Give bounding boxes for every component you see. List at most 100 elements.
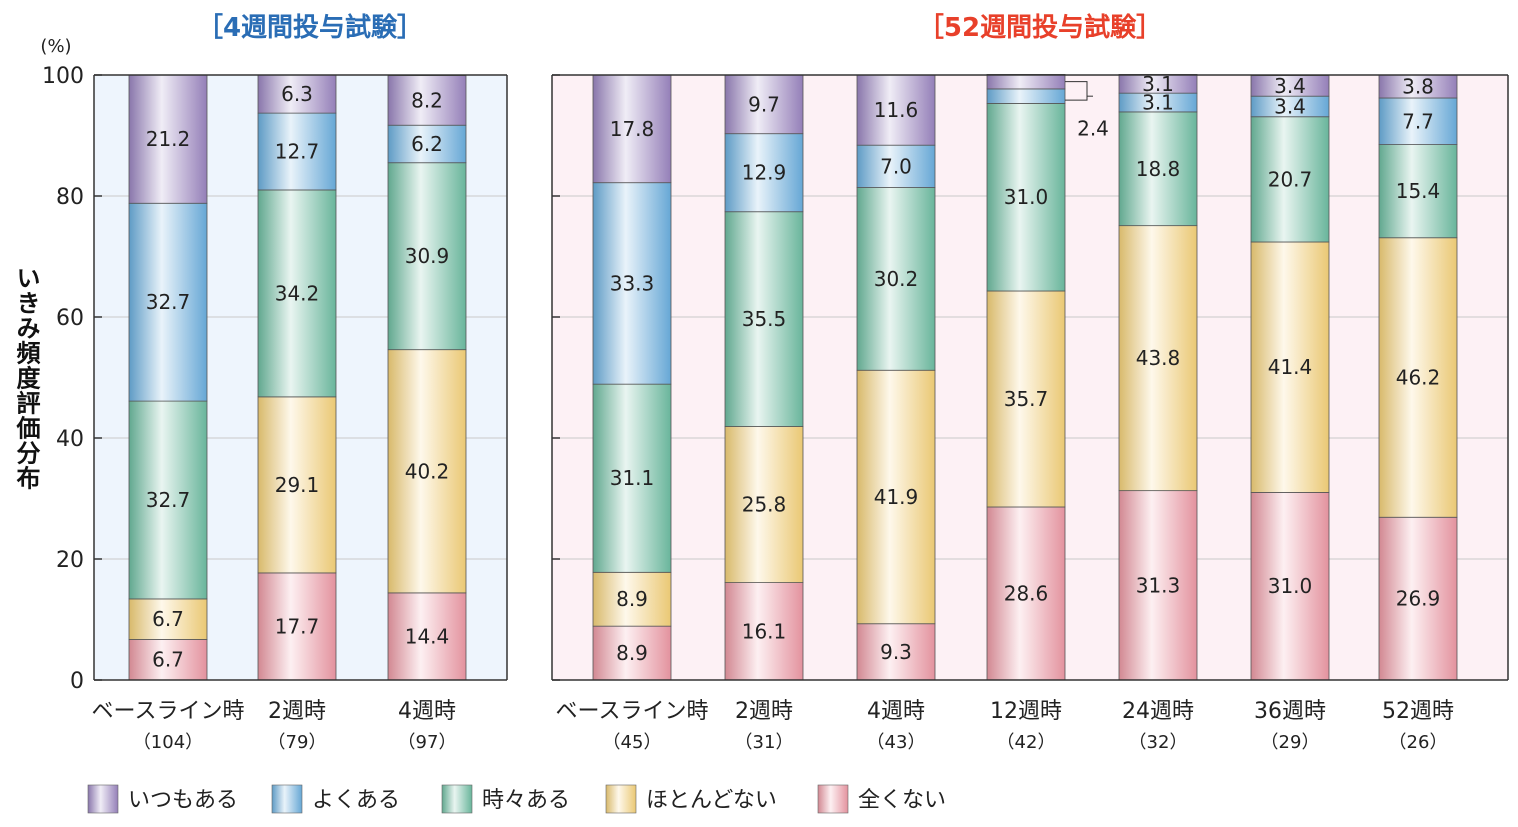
- bar-segment: [128, 598, 208, 640]
- data-label: 9.7: [748, 92, 780, 116]
- data-label: 31.0: [1268, 574, 1313, 598]
- bar-segment: [1378, 237, 1458, 518]
- data-label: 30.2: [874, 267, 919, 291]
- data-label: 12.7: [275, 140, 320, 164]
- legend-label: 時々ある: [482, 788, 570, 813]
- bar-segment: [856, 187, 936, 371]
- data-label: 6.7: [152, 648, 184, 672]
- legend-swatch: [441, 784, 473, 814]
- data-label: 41.4: [1268, 355, 1313, 379]
- category-label: 4週時: [398, 699, 456, 724]
- data-label: 17.8: [610, 117, 655, 141]
- data-label: 3.8: [1402, 74, 1434, 98]
- panel-52wk: 8.9 8.9 31.1 33.3 17.8 ベースライン時 （45） 16.1 25.8 35.…: [551, 72, 1509, 753]
- y-tick-label: 80: [56, 185, 84, 210]
- category-label: 2週時: [268, 699, 326, 724]
- data-label: 35.7: [1004, 387, 1049, 411]
- data-label: 28.6: [1004, 581, 1049, 605]
- category-label: 24週時: [1122, 699, 1194, 724]
- data-label: 8.9: [616, 587, 648, 611]
- data-label: 43.8: [1136, 346, 1181, 370]
- bar-segment: [257, 189, 337, 398]
- data-label: 31.0: [1004, 185, 1049, 209]
- callout-label: 2.4: [1077, 116, 1109, 140]
- data-label: 7.7: [1402, 109, 1434, 133]
- legend-swatch: [87, 784, 119, 814]
- chart-title-52wk: ［52週間投与試験］: [918, 12, 1162, 43]
- bar-segment: [387, 349, 467, 594]
- sample-size-label: （29）: [1261, 732, 1320, 753]
- data-label: 32.7: [146, 290, 191, 314]
- data-label: 6.3: [281, 82, 313, 106]
- data-label: 3.1: [1142, 91, 1174, 115]
- bar-segment: [128, 400, 208, 600]
- callout-line: [1065, 81, 1088, 101]
- data-label: 40.2: [405, 459, 450, 483]
- data-label: 33.3: [610, 271, 655, 295]
- bar-segment: [1118, 111, 1198, 227]
- data-label: 3.4: [1274, 74, 1306, 98]
- category-label: ベースライン時: [92, 699, 245, 724]
- bar-segment: [1118, 490, 1198, 681]
- chart-title-4wk: ［4週間投与試験］: [197, 12, 423, 43]
- legend-label: よくある: [312, 788, 400, 813]
- data-label: 32.7: [146, 488, 191, 512]
- category-label: 36週時: [1254, 699, 1326, 724]
- data-label: 6.7: [152, 607, 184, 631]
- data-label: 8.2: [411, 88, 443, 112]
- bar-segment: [1250, 116, 1330, 243]
- bar-segment: [387, 162, 467, 351]
- legend: いつもある よくある 時々ある ほとんどない 全くない: [87, 784, 946, 814]
- y-unit-label: (%): [40, 36, 71, 57]
- data-label: 25.8: [742, 493, 787, 517]
- bar-segment: [1378, 97, 1458, 145]
- data-label: 9.3: [880, 640, 912, 664]
- legend-label: いつもある: [128, 788, 238, 813]
- bar-segment: [1378, 516, 1458, 681]
- category-label: 52週時: [1382, 699, 1454, 724]
- bar-segment: [128, 202, 208, 402]
- data-label: 18.8: [1136, 157, 1181, 181]
- y-tick-label: 20: [56, 548, 84, 573]
- category-label: 2週時: [735, 699, 793, 724]
- data-label: 35.5: [742, 307, 787, 331]
- category-label: 12週時: [990, 699, 1062, 724]
- bar-segment: [1250, 241, 1330, 493]
- data-label: 6.2: [411, 132, 443, 156]
- y-tick-label: 0: [70, 669, 84, 694]
- legend-swatch: [605, 784, 637, 814]
- panel-4wk: 0 20 40 60 80 100 6.7 6.7 32.7 32.7 21.2 ベースライン時 （10…: [42, 64, 508, 753]
- sample-size-label: （43）: [867, 732, 926, 753]
- data-label: 7.0: [880, 154, 912, 178]
- bar-segment: [986, 103, 1066, 292]
- sample-size-label: （45）: [603, 732, 662, 753]
- data-label: 11.6: [874, 98, 919, 122]
- sample-size-label: （26）: [1389, 732, 1448, 753]
- data-label: 30.9: [405, 244, 450, 268]
- bar-segment: [856, 74, 936, 146]
- y-tick-label: 60: [56, 306, 84, 331]
- data-label: 41.9: [874, 485, 919, 509]
- data-label: 16.1: [742, 619, 787, 643]
- data-label: 46.2: [1396, 366, 1441, 390]
- bar-segment: [724, 426, 804, 583]
- y-axis-label: いきみ頻度評価分布: [12, 266, 41, 491]
- legend-swatch: [817, 784, 849, 814]
- bar-segment: [592, 625, 672, 681]
- sample-size-label: （42）: [997, 732, 1056, 753]
- bar-segment: [986, 290, 1066, 508]
- category-label: ベースライン時: [556, 699, 709, 724]
- bar-segment: [1378, 144, 1458, 239]
- data-label: 3.1: [1142, 72, 1174, 96]
- legend-label: 全くない: [858, 788, 946, 813]
- sample-size-label: （97）: [398, 732, 457, 753]
- bar-segment: [724, 582, 804, 681]
- y-tick-label: 100: [42, 64, 84, 89]
- sample-size-label: （32）: [1129, 732, 1188, 753]
- legend-label: ほとんどない: [646, 788, 777, 813]
- data-label: 31.1: [610, 466, 655, 490]
- bar-segment: [387, 124, 467, 164]
- bar-segment: [387, 75, 467, 126]
- data-label: 3.4: [1274, 94, 1306, 118]
